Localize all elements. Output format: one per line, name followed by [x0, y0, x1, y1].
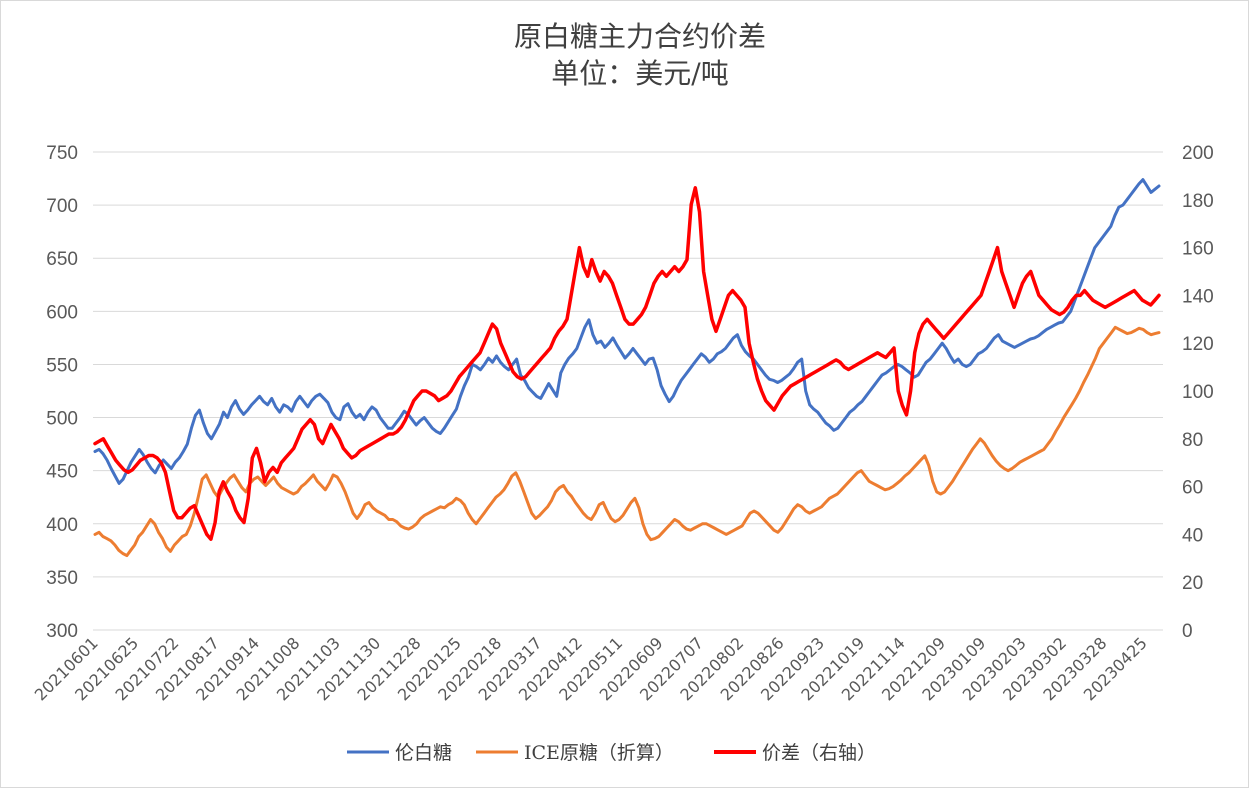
- right-tick-label: 60: [1182, 478, 1203, 499]
- right-tick-label: 80: [1182, 430, 1203, 451]
- left-tick-label: 700: [46, 196, 78, 217]
- right-tick-label: 200: [1182, 143, 1214, 164]
- left-tick-label: 400: [46, 515, 78, 536]
- left-tick-label: 550: [46, 355, 78, 376]
- left-tick-label: 600: [46, 302, 78, 323]
- left-tick-label: 300: [46, 621, 78, 642]
- legend-label: 价差（右轴）: [762, 742, 876, 764]
- right-axis-ticks: 0 20 40 60 80 100 120 140 160 180 200: [1182, 143, 1214, 642]
- left-tick-label: 750: [46, 143, 78, 164]
- left-tick-label: 500: [46, 409, 78, 430]
- series-line: [93, 178, 1161, 485]
- left-tick-label: 450: [46, 462, 78, 483]
- left-axis-ticks: 300 350 400 450 500 550 600 650 700 750: [46, 143, 78, 642]
- series-line: [93, 186, 1161, 541]
- right-tick-label: 180: [1182, 191, 1214, 212]
- chart-title: 原白糖主力合约价差: [514, 20, 766, 53]
- right-tick-label: 100: [1182, 382, 1214, 403]
- left-tick-label: 650: [46, 249, 78, 270]
- right-tick-label: 140: [1182, 286, 1214, 307]
- right-tick-label: 160: [1182, 239, 1214, 260]
- legend-label: ICE原糖（折算）: [524, 742, 674, 764]
- series-line: [93, 325, 1161, 558]
- legend-label: 伦白糖: [395, 742, 452, 764]
- gridlines: [93, 151, 1163, 631]
- right-tick-label: 20: [1182, 573, 1203, 594]
- legend: 伦白糖 ICE原糖（折算） 价差（右轴）: [347, 742, 876, 764]
- chart-subtitle: 单位：美元/吨: [551, 57, 728, 90]
- series-lines: [93, 178, 1161, 558]
- right-tick-label: 120: [1182, 334, 1214, 355]
- right-tick-label: 0: [1182, 621, 1193, 642]
- right-tick-label: 40: [1182, 525, 1203, 546]
- left-tick-label: 350: [46, 568, 78, 589]
